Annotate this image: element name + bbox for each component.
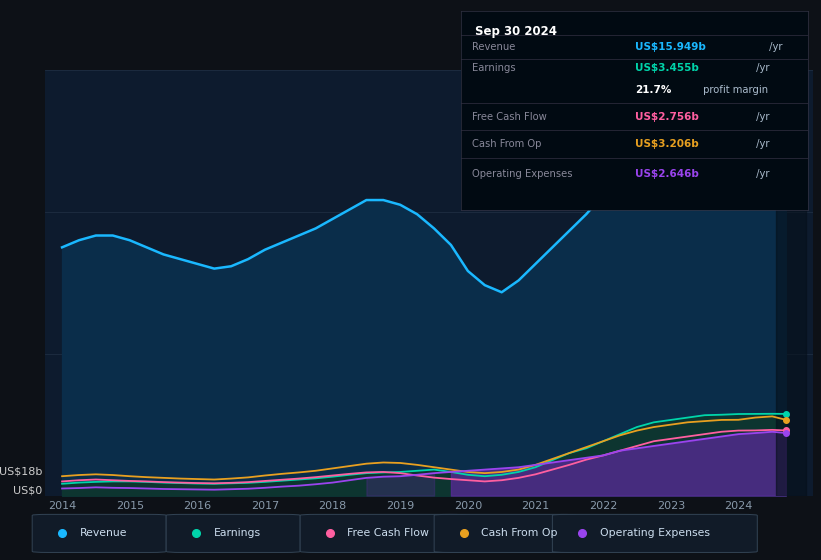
Text: US$3.206b: US$3.206b (635, 139, 699, 150)
FancyBboxPatch shape (434, 514, 576, 552)
Text: Operating Expenses: Operating Expenses (472, 169, 572, 179)
FancyBboxPatch shape (166, 514, 300, 552)
FancyBboxPatch shape (553, 514, 757, 552)
Text: Revenue: Revenue (80, 529, 127, 538)
Text: Free Cash Flow: Free Cash Flow (347, 529, 429, 538)
Text: /yr: /yr (753, 63, 769, 73)
Text: US$2.646b: US$2.646b (635, 169, 699, 179)
Text: Earnings: Earnings (213, 529, 260, 538)
Text: US$18b: US$18b (0, 467, 42, 477)
Text: Free Cash Flow: Free Cash Flow (472, 111, 547, 122)
Text: US$15.949b: US$15.949b (635, 42, 705, 52)
Text: Sep 30 2024: Sep 30 2024 (475, 25, 557, 38)
Text: Cash From Op: Cash From Op (472, 139, 541, 150)
Text: /yr: /yr (753, 111, 769, 122)
Text: US$0: US$0 (13, 486, 42, 496)
Text: Earnings: Earnings (472, 63, 516, 73)
Text: /yr: /yr (753, 139, 769, 150)
Text: Operating Expenses: Operating Expenses (599, 529, 709, 538)
Text: Cash From Op: Cash From Op (481, 529, 558, 538)
Text: /yr: /yr (753, 169, 769, 179)
Text: US$2.756b: US$2.756b (635, 111, 699, 122)
Text: US$3.455b: US$3.455b (635, 63, 699, 73)
Text: Revenue: Revenue (472, 42, 515, 52)
FancyBboxPatch shape (300, 514, 466, 552)
Text: /yr: /yr (766, 42, 782, 52)
Text: profit margin: profit margin (700, 85, 768, 95)
Bar (776, 70, 806, 496)
FancyBboxPatch shape (32, 514, 166, 552)
Text: 21.7%: 21.7% (635, 85, 671, 95)
